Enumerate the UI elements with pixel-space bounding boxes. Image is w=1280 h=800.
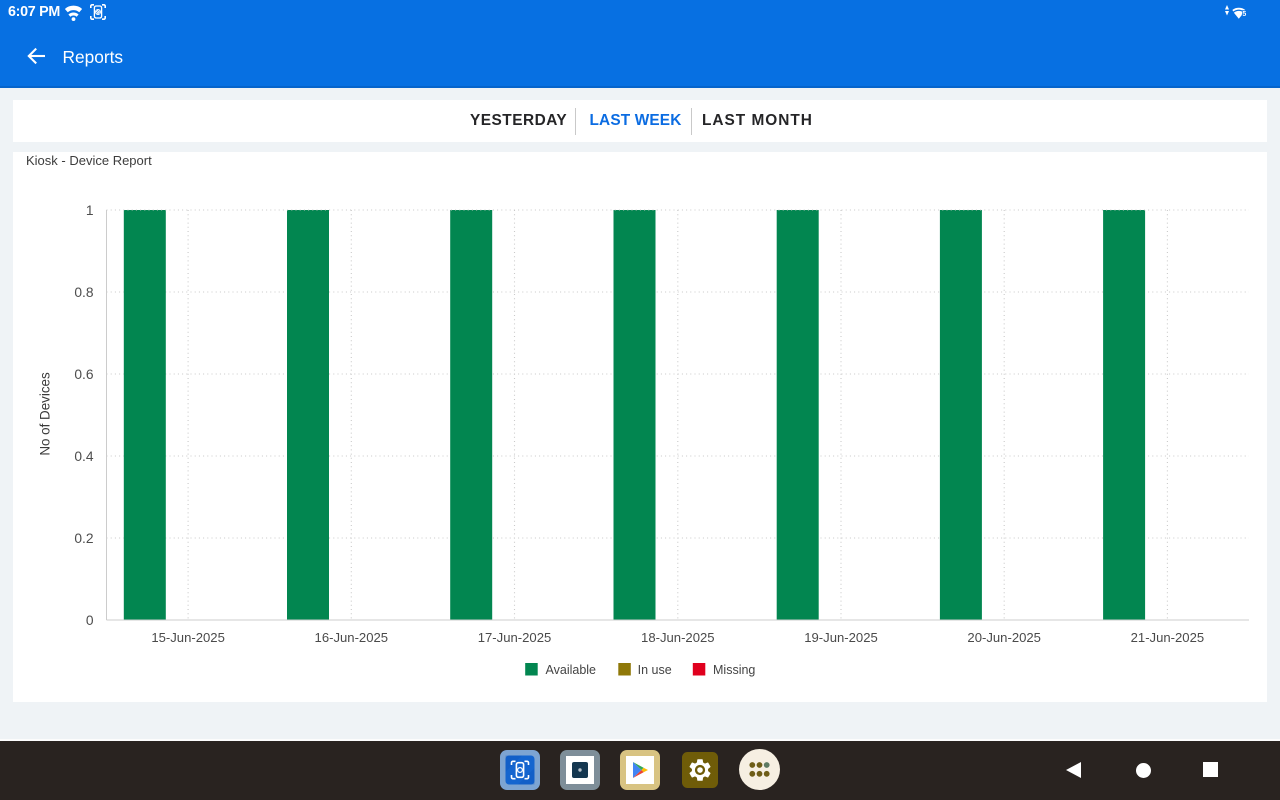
- svg-text:20-Jun-2025: 20-Jun-2025: [967, 630, 1041, 645]
- svg-text:Missing: Missing: [713, 663, 755, 677]
- svg-text:17-Jun-2025: 17-Jun-2025: [478, 630, 552, 645]
- svg-text:18-Jun-2025: 18-Jun-2025: [641, 630, 715, 645]
- svg-text:0.4: 0.4: [74, 449, 94, 464]
- svg-text:0: 0: [86, 613, 94, 628]
- svg-text:19-Jun-2025: 19-Jun-2025: [804, 630, 878, 645]
- svg-text:0.8: 0.8: [74, 285, 94, 300]
- svg-text:Available: Available: [546, 663, 597, 677]
- svg-text:In use: In use: [638, 663, 672, 677]
- svg-text:1: 1: [86, 203, 94, 218]
- svg-text:21-Jun-2025: 21-Jun-2025: [1131, 630, 1205, 645]
- svg-text:5: 5: [1242, 11, 1246, 18]
- svg-text:0.6: 0.6: [74, 367, 94, 382]
- svg-text:16-Jun-2025: 16-Jun-2025: [315, 630, 389, 645]
- svg-text:15-Jun-2025: 15-Jun-2025: [151, 630, 225, 645]
- svg-text:0.2: 0.2: [74, 531, 93, 546]
- svg-text:No of Devices: No of Devices: [38, 372, 53, 456]
